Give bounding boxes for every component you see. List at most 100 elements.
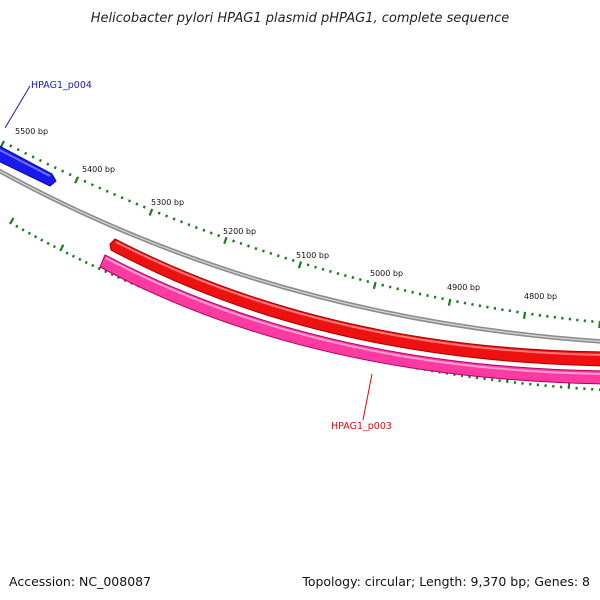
scale-label-5000: 5000 bp (370, 269, 403, 278)
minor-tick (187, 223, 191, 227)
minor-tick (179, 220, 184, 224)
minor-tick (142, 205, 146, 209)
gene-hpag1-p004[interactable] (0, 141, 57, 187)
minor-tick (246, 244, 250, 248)
inner-tick-ring (9, 217, 600, 391)
gene-label-hpag1-p003: HPAG1_p003 (331, 373, 392, 432)
minor-tick (16, 147, 20, 152)
minor-tick (411, 290, 414, 294)
minor-tick (33, 234, 38, 239)
gene-pink[interactable] (99, 254, 600, 385)
major-tick (148, 208, 154, 216)
minor-tick (27, 231, 31, 235)
gene-hpag1-p003[interactable] (109, 238, 600, 367)
minor-tick (71, 254, 75, 258)
major-tick (297, 261, 303, 269)
map-title: Helicobacter pylori HPAG1 plasmid pHPAG1… (91, 11, 509, 26)
minor-tick (15, 224, 19, 229)
major-tick (372, 281, 377, 290)
scale-label-4900: 4900 bp (447, 283, 480, 292)
minor-tick (366, 279, 370, 283)
minor-tick (456, 300, 459, 304)
summary-text: Topology: circular; Length: 9,370 bp; Ge… (301, 574, 590, 589)
scale-label-5100: 5100 bp (296, 251, 329, 260)
minor-tick (53, 166, 57, 170)
minor-tick (418, 292, 422, 296)
minor-tick (157, 211, 161, 215)
major-tick (74, 176, 80, 184)
minor-tick (97, 266, 101, 271)
minor-tick (202, 228, 206, 232)
minor-tick (46, 241, 50, 246)
minor-tick (329, 269, 332, 273)
minor-tick (351, 276, 355, 280)
minor-tick (38, 158, 42, 163)
minor-tick (314, 265, 317, 269)
gene-label-hpag1-p004: HPAG1_p004 (4, 80, 92, 129)
minor-tick (396, 287, 400, 291)
minor-tick (403, 289, 407, 293)
minor-tick (68, 172, 72, 177)
major-tick (223, 236, 228, 245)
accession-text: Accession: NC_008087 (9, 574, 151, 589)
scale-label-5500: 5500 bp (15, 127, 48, 136)
minor-tick (426, 293, 429, 298)
minor-tick (83, 179, 87, 184)
minor-tick (269, 251, 273, 256)
scale-labels: 5500 bp 5400 bp 5300 bp 5200 bp 5100 bp … (15, 127, 557, 301)
major-tick (522, 311, 527, 319)
minor-tick (194, 225, 198, 230)
minor-tick (21, 228, 25, 232)
minor-tick (84, 260, 88, 265)
minor-tick (78, 257, 82, 261)
minor-tick (52, 244, 56, 249)
outer-tick-ring (0, 140, 600, 329)
minor-tick (254, 246, 258, 251)
minor-tick (172, 217, 176, 221)
minor-tick (135, 202, 139, 206)
minor-tick (31, 155, 35, 159)
scale-label-5200: 5200 bp (223, 227, 256, 236)
minor-tick (40, 238, 44, 242)
minor-tick (358, 278, 362, 282)
minor-tick (306, 263, 310, 267)
minor-tick (61, 169, 65, 173)
minor-tick (91, 263, 95, 268)
minor-tick (46, 162, 50, 166)
gene-label-text-p003: HPAG1_p003 (331, 421, 392, 432)
minor-tick (381, 283, 385, 287)
minor-tick (127, 199, 132, 203)
major-tick (447, 298, 452, 306)
minor-tick (9, 144, 13, 148)
scale-label-5400: 5400 bp (82, 165, 115, 174)
plasmid-backbone-highlight (0, 170, 600, 342)
minor-tick (336, 272, 340, 276)
scale-label-5300: 5300 bp (151, 198, 184, 207)
minor-tick (463, 301, 467, 305)
minor-tick (471, 302, 474, 306)
major-tick (0, 140, 5, 148)
minor-tick (321, 267, 325, 271)
minor-tick (284, 256, 288, 260)
minor-tick (165, 214, 169, 218)
minor-tick (388, 285, 392, 289)
gene-label-text-p004: HPAG1_p004 (31, 80, 92, 91)
scale-label-4800: 4800 bp (524, 292, 557, 301)
minor-tick (120, 196, 124, 200)
minor-tick (478, 304, 482, 308)
minor-tick (105, 189, 109, 193)
minor-tick (90, 183, 94, 187)
minor-tick (232, 239, 236, 243)
minor-tick (261, 249, 265, 253)
minor-tick (239, 241, 243, 246)
minor-tick (113, 192, 117, 197)
minor-tick (209, 231, 213, 235)
minor-tick (291, 258, 295, 263)
minor-tick (65, 251, 69, 255)
major-tick (9, 217, 15, 225)
minor-tick (104, 269, 108, 274)
major-tick (59, 244, 65, 252)
minor-tick (24, 151, 28, 155)
minor-tick (98, 186, 102, 190)
